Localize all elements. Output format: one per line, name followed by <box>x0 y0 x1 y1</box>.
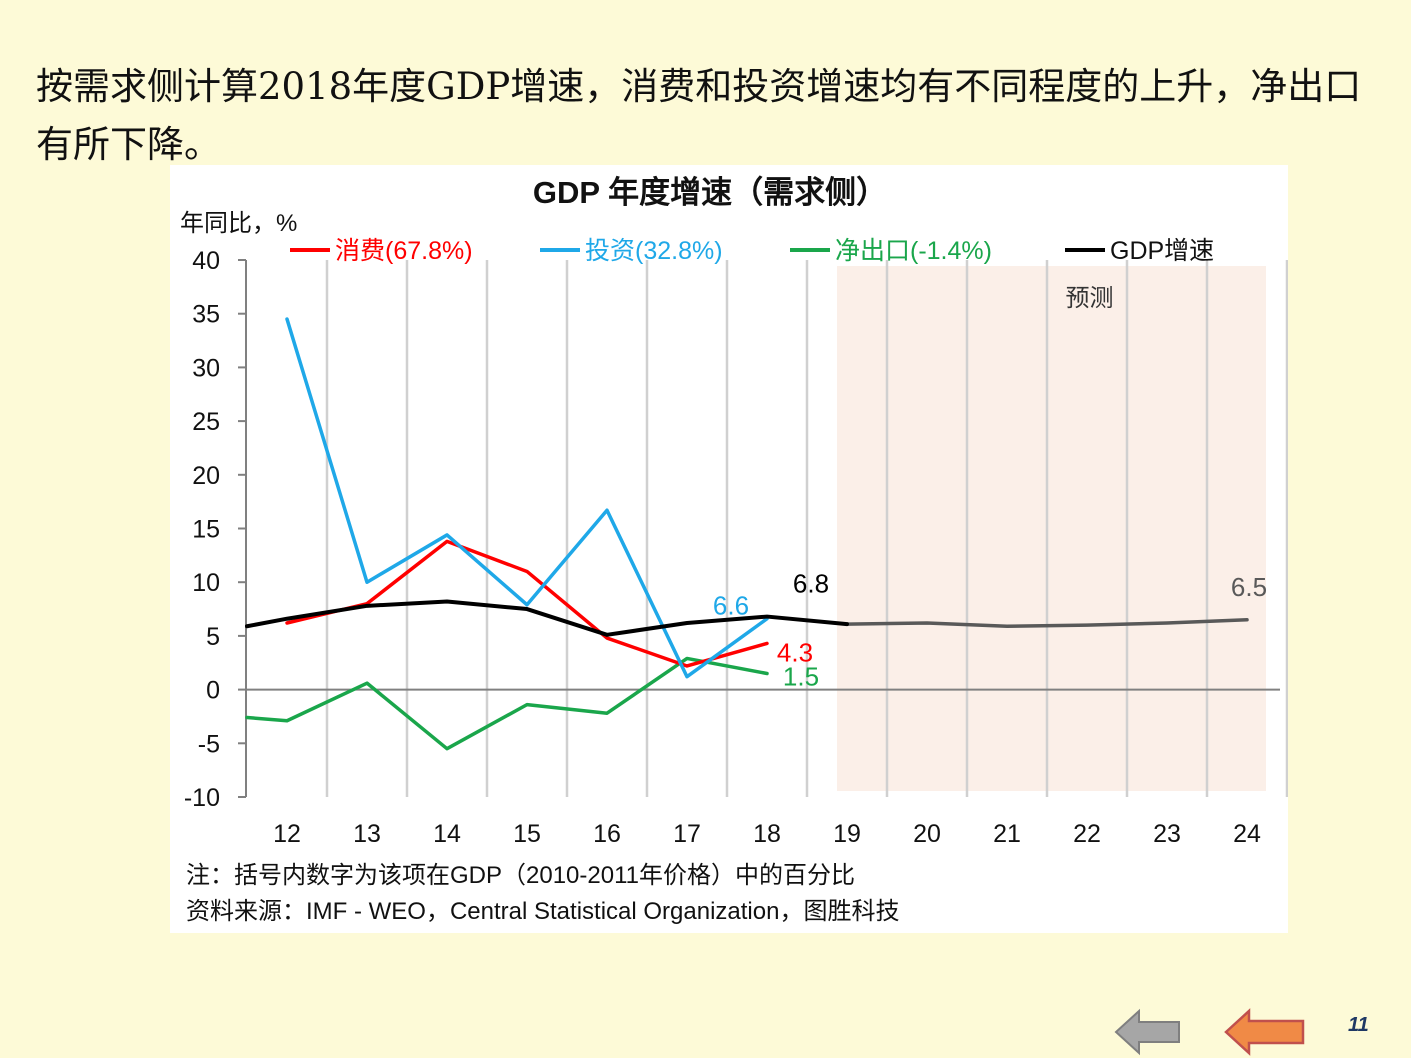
y-tick-label: 20 <box>192 462 220 490</box>
legend: 消费(67.8%) 投资(32.8%) 净出口(-1.4%) GDP增速 <box>290 237 1214 265</box>
x-tick-label: 18 <box>753 820 781 848</box>
page-number: 11 <box>1348 1014 1369 1036</box>
vertical-gridlines <box>325 260 1288 797</box>
data-label: 1.5 <box>783 661 819 691</box>
y-tick-label: 5 <box>206 623 220 651</box>
x-tick-label: 16 <box>593 820 621 848</box>
forecast-label: 预测 <box>1066 285 1114 312</box>
forecast-gdp-line <box>845 618 1249 628</box>
legend-net-export-label: 净出口(-1.4%) <box>835 237 992 265</box>
x-tick-label: 23 <box>1153 820 1181 848</box>
x-tick-label: 14 <box>433 820 461 848</box>
x-tick-label: 21 <box>993 820 1021 848</box>
x-tick-label: 13 <box>353 820 381 848</box>
y-tick-label: 30 <box>192 354 220 382</box>
left-arrow-icon-gray <box>1114 1008 1180 1056</box>
left-arrow-icon-orange <box>1224 1008 1305 1056</box>
forecast-region <box>837 266 1266 791</box>
y-tick-labels: 40 35 30 25 20 15 10 5 0 -5 -10 <box>184 247 220 812</box>
x-tick-label: 12 <box>273 820 301 848</box>
data-label: 6.5 <box>1231 572 1267 602</box>
gdp-chart-panel: 预测 40 35 30 25 20 15 10 5 0 -5 -10 12 13 14 15 16 17 18 1… <box>170 165 1288 933</box>
back-arrow-button[interactable] <box>1113 1008 1183 1056</box>
x-tick-label: 24 <box>1233 820 1261 848</box>
x-tick-label: 19 <box>833 820 861 848</box>
x-tick-label: 20 <box>913 820 941 848</box>
slide-heading: 按需求侧计算2018年度GDP增速，消费和投资增速均有不同程度的上升，净出口有所… <box>36 65 1362 166</box>
data-label: 6.8 <box>793 569 829 599</box>
chart-title: GDP 年度增速（需求侧） <box>533 175 887 210</box>
chart-source: 资料来源：IMF - WEO，Central Statistical Organ… <box>186 898 899 925</box>
gdp-growth-line <box>245 599 849 637</box>
y-tick-label: 10 <box>192 569 220 597</box>
y-tick-label: 15 <box>192 516 220 544</box>
x-tick-label: 17 <box>673 820 701 848</box>
x-tick-label: 15 <box>513 820 541 848</box>
chart-note: 注：括号内数字为该项在GDP（2010-2011年价格）中的百分比 <box>186 862 855 889</box>
y-axis-unit-label: 年同比，% <box>180 210 297 237</box>
data-labels: 6.6 6.8 4.31.5 6.5 <box>713 569 1267 692</box>
y-tick-label: 0 <box>206 677 220 705</box>
y-tick-label: 25 <box>192 408 220 436</box>
legend-consumption-label: 消费(67.8%) <box>335 237 473 265</box>
x-tick-labels: 12 13 14 15 16 17 18 19 20 21 22 23 24 <box>273 820 1261 848</box>
y-tick-label: 40 <box>192 247 220 275</box>
y-tick-label: -5 <box>198 730 220 758</box>
net-export-line <box>245 656 769 751</box>
legend-investment-label: 投资(32.8%) <box>585 237 723 265</box>
axes <box>238 259 1280 798</box>
data-label: 4.3 <box>777 637 813 667</box>
previous-page-button[interactable] <box>1223 1008 1307 1056</box>
y-tick-label: -10 <box>184 784 220 812</box>
data-label: 6.6 <box>713 591 749 621</box>
x-tick-label: 22 <box>1073 820 1101 848</box>
y-tick-label: 35 <box>192 301 220 329</box>
series-lines <box>245 317 1249 751</box>
legend-gdp-label: GDP增速 <box>1110 237 1214 265</box>
